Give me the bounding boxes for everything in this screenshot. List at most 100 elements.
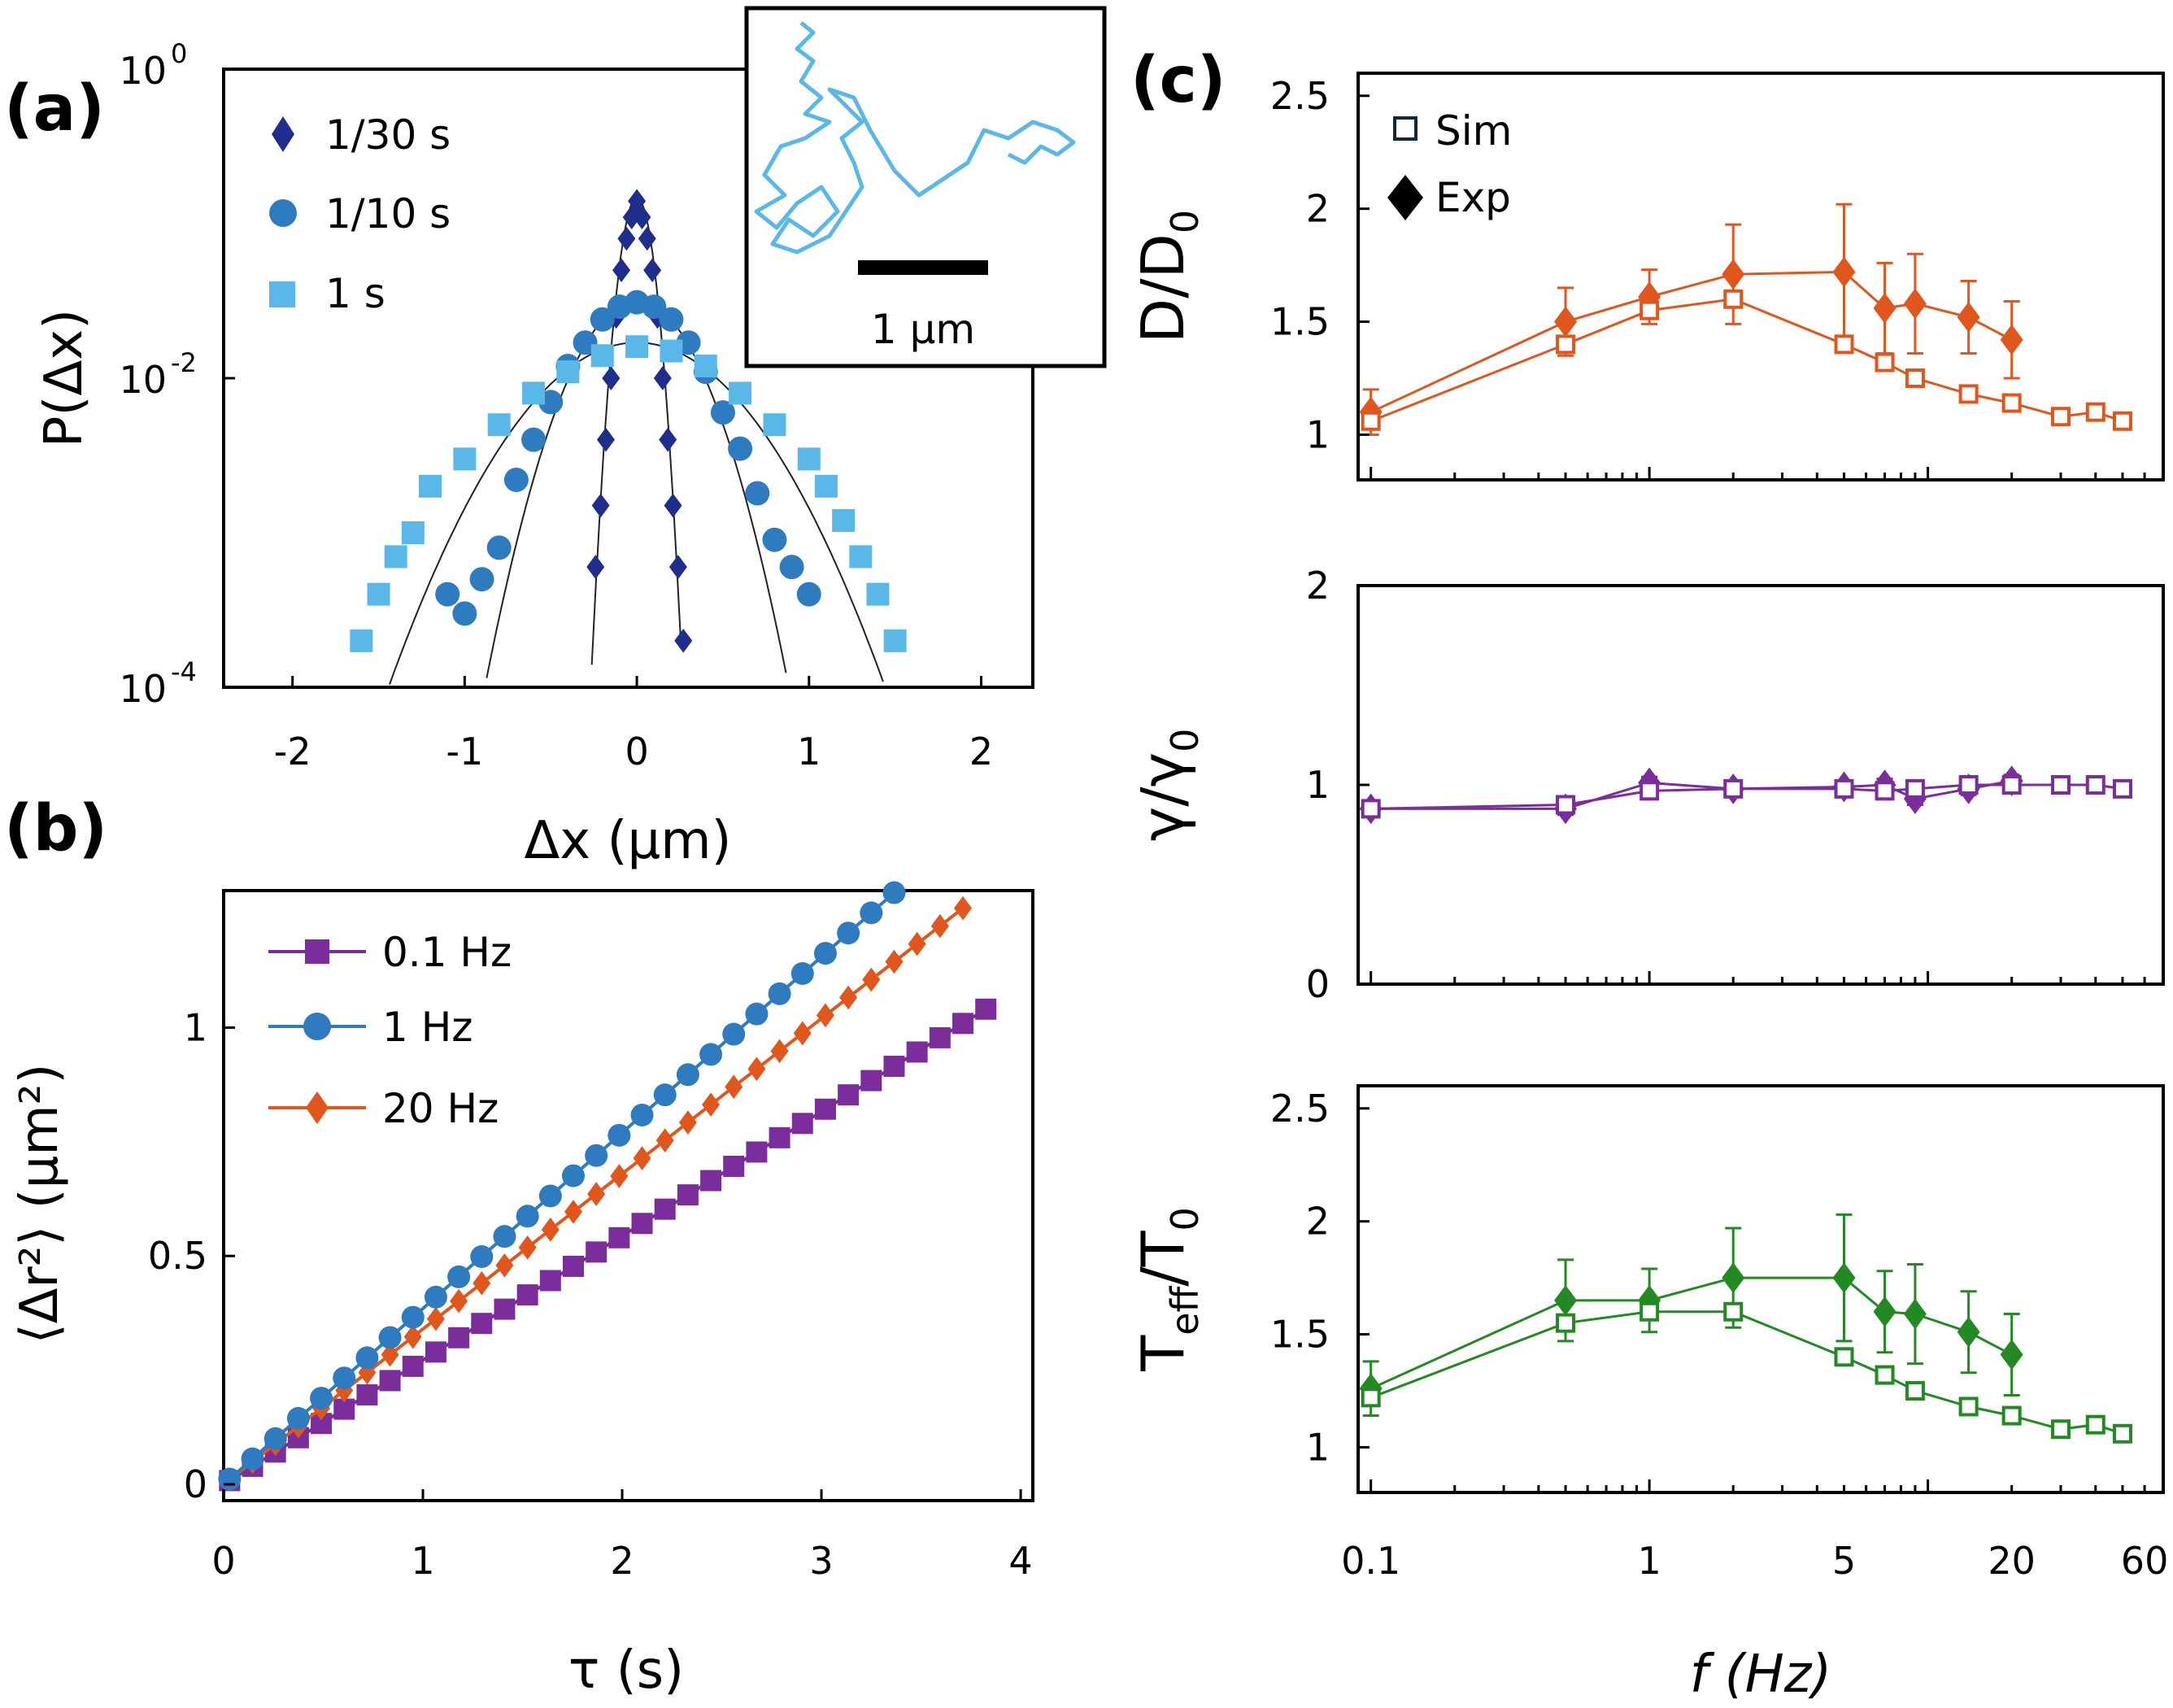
- data-point-b-0-23: [746, 1141, 768, 1163]
- panel-b-xlabel: τ (s): [568, 1640, 684, 1701]
- panel-c1-ylabel: D/D0: [1129, 210, 1207, 343]
- a-xtick-label-3: 1: [797, 730, 821, 773]
- data-point-b-0-8: [402, 1355, 424, 1377]
- data-point-b-2-6: [358, 1360, 377, 1385]
- data-point-a-2-17: [832, 508, 856, 532]
- c2-ytick-label-1: 1.5: [1270, 1313, 1330, 1357]
- legend-marker-sim: [1393, 116, 1417, 141]
- data-point-a-2-2: [384, 545, 407, 569]
- c0-ytick-label-1: 1.5: [1270, 300, 1330, 344]
- b-xtick-label-0: 0: [211, 1539, 235, 1583]
- data-point-a-2-5: [453, 447, 477, 471]
- data-point-b-2-17: [610, 1164, 629, 1188]
- sim-point-c1-4: [1834, 778, 1854, 799]
- exp-point-c2-8: [2000, 1339, 2023, 1370]
- data-point-b-2-32: [954, 895, 973, 921]
- sim-point-c1-8: [2001, 775, 2022, 795]
- sim-point-c2-7: [1958, 1396, 1979, 1417]
- data-point-a-2-8: [556, 360, 580, 384]
- exp-point-c2-6: [1903, 1298, 1927, 1330]
- data-point-b-1-4: [310, 1387, 333, 1410]
- c-xtick-label-0: 0.1: [1341, 1539, 1400, 1583]
- c-xtick-label-4: 60: [2121, 1539, 2169, 1583]
- data-point-a-1-16: [710, 400, 735, 425]
- a-ytick-label-1: 10: [119, 358, 167, 402]
- data-point-b-1-15: [562, 1164, 586, 1187]
- c-xtick-label-1: 1: [1637, 1539, 1661, 1583]
- legend-marker-0-1hz: [305, 939, 329, 964]
- sim-point-c2-2: [1640, 1301, 1660, 1322]
- c1-ytick-label-2: 2: [1306, 564, 1330, 608]
- legend-label-sim: Sim: [1435, 107, 1512, 155]
- c0-ytick-label-0: 1: [1306, 412, 1330, 456]
- legend-label-1hz: 1 Hz: [382, 1004, 473, 1051]
- legend-marker-20hz: [306, 1091, 329, 1124]
- data-point-a-0-16: [668, 555, 687, 580]
- data-point-b-1-23: [745, 1002, 769, 1026]
- panel-c3-ylabel: Teff/T0: [1129, 1207, 1207, 1372]
- sim-point-c0-10: [2085, 402, 2106, 422]
- data-point-b-0-22: [723, 1155, 745, 1177]
- data-point-a-1-17: [728, 436, 753, 461]
- data-point-b-0-16: [586, 1241, 607, 1263]
- data-point-b-2-22: [725, 1074, 743, 1100]
- data-point-b-1-9: [424, 1285, 447, 1309]
- data-point-b-1-5: [333, 1366, 356, 1390]
- data-point-b-1-18: [630, 1103, 654, 1126]
- data-point-a-2-15: [797, 447, 821, 471]
- exp-point-c2-1: [1554, 1284, 1578, 1316]
- sim-point-c0-5: [1875, 352, 1895, 373]
- panel-b-label: (b): [4, 792, 107, 865]
- sim-point-c1-2: [1640, 781, 1660, 801]
- inset-frame: [744, 6, 1107, 368]
- legend-marker-1-10s: [269, 199, 297, 227]
- panel-c1-ylabel-main: D/D: [1129, 233, 1197, 343]
- data-point-b-1-7: [378, 1326, 402, 1349]
- a-xtick-label-2: 0: [625, 730, 648, 773]
- inset-trajectory: [754, 21, 1076, 255]
- data-point-b-1-24: [768, 982, 791, 1005]
- data-point-a-2-20: [883, 629, 907, 652]
- data-point-b-0-7: [379, 1370, 401, 1392]
- data-point-a-2-1: [367, 582, 390, 606]
- a-ytick-label-0: 10: [119, 49, 167, 93]
- data-point-a-2-6: [487, 413, 511, 437]
- exp-point-c0-4: [1832, 256, 1856, 288]
- data-point-b-2-12: [495, 1253, 514, 1278]
- data-point-b-2-8: [403, 1324, 422, 1349]
- data-point-b-2-11: [472, 1270, 491, 1296]
- legend-marker-1s: [269, 281, 295, 307]
- data-point-b-0-20: [677, 1184, 699, 1206]
- sim-point-c0-9: [2050, 407, 2071, 427]
- sim-point-c1-10: [2085, 775, 2106, 795]
- data-point-a-0-13: [591, 493, 610, 518]
- data-point-a-1-19: [762, 527, 787, 552]
- data-point-b-2-24: [770, 1039, 789, 1064]
- data-point-b-2-9: [426, 1306, 445, 1331]
- c0-ytick-label-2: 2: [1306, 187, 1330, 231]
- data-point-b-0-25: [791, 1113, 813, 1135]
- data-point-b-1-17: [607, 1123, 631, 1147]
- data-point-a-1-5: [521, 427, 547, 452]
- panel-c3-ylabel-sub1: eff: [1163, 1285, 1207, 1335]
- exp-point-c0-2: [1638, 281, 1661, 312]
- sim-point-c1-3: [1723, 778, 1744, 799]
- data-point-a-2-4: [419, 474, 442, 498]
- sim-point-c1-6: [1905, 778, 1925, 799]
- sim-point-c1-11: [2112, 778, 2132, 799]
- c-xtick-label-3: 20: [1988, 1539, 2036, 1583]
- legend-marker-1-30s: [272, 116, 294, 152]
- b-ytick-label-2: 1: [184, 1005, 207, 1049]
- panel-c2-ylabel-sub: 0: [1163, 729, 1207, 752]
- a-xtick-label-1: -1: [446, 730, 483, 773]
- data-point-a-1-3: [486, 535, 512, 560]
- sim-point-c2-0: [1361, 1388, 1381, 1408]
- sim-point-c2-11: [2112, 1423, 2132, 1444]
- panel-c-xlabel: f (Hz): [1690, 1645, 1832, 1705]
- panel-c3-ylabel-sub: 0: [1163, 1207, 1207, 1231]
- data-point-a-2-10: [625, 335, 649, 359]
- data-point-b-2-13: [518, 1235, 537, 1260]
- data-point-b-0-14: [539, 1270, 561, 1292]
- data-point-b-1-29: [882, 881, 906, 904]
- data-point-b-1-16: [585, 1144, 608, 1167]
